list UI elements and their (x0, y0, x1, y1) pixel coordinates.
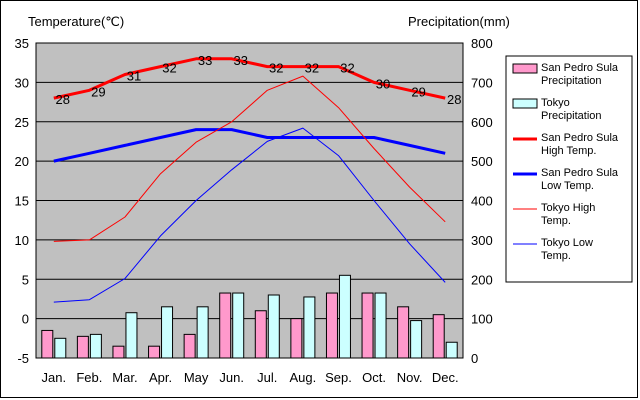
bar-san-pedro-sula-precipitation (41, 329, 54, 359)
x-tick-label: Mar. (112, 370, 137, 385)
left-tick-label: -5 (17, 351, 29, 366)
right-axis-title: Precipitation(mm) (408, 14, 510, 29)
x-tick-label: Sep. (325, 370, 352, 385)
bar-tokyo-precipitation (338, 274, 351, 359)
right-tick-label: 600 (471, 115, 493, 130)
left-axis-ticks: -5 0 5 10 15 20 25 30 35 (15, 36, 29, 366)
left-tick-label: 20 (15, 154, 29, 169)
left-tick-label: 15 (15, 194, 29, 209)
tokyo-high-line (53, 75, 446, 242)
right-tick-label: 0 (471, 351, 478, 366)
data-label: 32 (162, 61, 176, 76)
bar-san-pedro-sula-precipitation (148, 345, 161, 359)
legend-label: Low Temp. (541, 180, 594, 192)
bar-tokyo-precipitation (410, 320, 423, 359)
x-tick-label: Apr. (149, 370, 172, 385)
bar-tokyo-precipitation (196, 306, 209, 359)
bar-san-pedro-sula-precipitation (112, 345, 125, 359)
x-tick-label: May (184, 370, 209, 385)
bar-san-pedro-sula-precipitation (361, 292, 374, 359)
data-label: 30 (376, 76, 390, 91)
right-tick-label: 200 (471, 272, 493, 287)
right-tick-label: 100 (471, 312, 493, 327)
bar-san-pedro-sula-precipitation (76, 335, 89, 359)
legend-label: High Temp. (541, 145, 596, 157)
right-axis-ticks: 0 100 200 300 400 500 600 700 800 (471, 36, 493, 366)
legend: San Pedro SulaPrecipitationTokyoPrecipit… (512, 62, 619, 262)
bar-tokyo-precipitation (445, 341, 458, 359)
data-label: 32 (340, 61, 354, 76)
left-tick-label: 5 (22, 272, 29, 287)
bar-tokyo-precipitation (161, 306, 174, 359)
x-tick-label: Dec. (432, 370, 459, 385)
data-label: 32 (269, 61, 283, 76)
data-labels: 28 29 31 32 33 33 32 32 32 30 29 28 (56, 53, 462, 107)
data-label: 32 (305, 61, 319, 76)
legend-label: San Pedro Sula (541, 132, 619, 144)
x-tick-label: Jan. (42, 370, 67, 385)
bar-tokyo-precipitation (125, 312, 138, 359)
data-label: 29 (91, 84, 105, 99)
bar-tokyo-precipitation (303, 296, 316, 359)
x-tick-label: Nov. (397, 370, 423, 385)
bar-san-pedro-sula-precipitation (397, 306, 410, 359)
right-tick-label: 500 (471, 154, 493, 169)
data-label: 33 (198, 53, 212, 68)
bar-san-pedro-sula-precipitation (219, 292, 232, 359)
data-label: 31 (127, 69, 141, 84)
bars (41, 274, 458, 359)
x-tick-label: Feb. (76, 370, 102, 385)
bar-tokyo-precipitation (89, 333, 102, 359)
bar-san-pedro-sula-precipitation (290, 318, 303, 359)
bar-san-pedro-sula-precipitation (183, 333, 196, 359)
legend-label: Precipitation (541, 110, 602, 122)
bar-san-pedro-sula-precipitation (325, 292, 338, 359)
legend-label: San Pedro Sula (541, 167, 619, 179)
legend-label: Tokyo Low (541, 237, 593, 249)
left-tick-label: 10 (15, 233, 29, 248)
left-tick-label: 0 (22, 312, 29, 327)
right-tick-label: 800 (471, 36, 493, 51)
legend-label: San Pedro Sula (541, 62, 619, 74)
legend-label: Temp. (541, 215, 571, 227)
right-tick-label: 700 (471, 75, 493, 90)
tokyo-low-line (53, 127, 446, 303)
bar-san-pedro-sula-precipitation (432, 314, 445, 359)
left-tick-label: 35 (15, 36, 29, 51)
data-label: 28 (56, 92, 70, 107)
right-tick-label: 400 (471, 194, 493, 209)
legend-label: Tokyo High (541, 202, 595, 214)
data-label: 33 (233, 53, 247, 68)
x-tick-label: Oct. (362, 370, 386, 385)
san-pedro-sula-low-line (53, 128, 446, 163)
legend-swatch (512, 63, 538, 74)
bar-tokyo-precipitation (267, 294, 280, 359)
bar-tokyo-precipitation (54, 337, 67, 359)
x-tick-label: Aug. (290, 370, 317, 385)
bar-tokyo-precipitation (232, 292, 245, 359)
san-pedro-sula-high-line (53, 57, 446, 100)
x-tick-label: Jul. (257, 370, 277, 385)
bar-san-pedro-sula-precipitation (254, 310, 267, 359)
legend-label: Temp. (541, 250, 571, 262)
legend-swatch (512, 98, 538, 109)
legend-label: Tokyo (541, 97, 570, 109)
data-label: 29 (411, 84, 425, 99)
legend-label: Precipitation (541, 75, 602, 87)
series-lines (53, 57, 446, 303)
x-tick-label: Jun. (219, 370, 244, 385)
right-tick-label: 300 (471, 233, 493, 248)
left-tick-label: 30 (15, 75, 29, 90)
data-label: 28 (447, 92, 461, 107)
left-tick-label: 25 (15, 115, 29, 130)
bar-tokyo-precipitation (374, 292, 387, 359)
left-axis-title: Temperature(℃) (28, 14, 124, 29)
x-axis-ticks: Jan. Feb. Mar. Apr. May Jun. Jul. Aug. Sep. Oct. N… (42, 370, 459, 385)
